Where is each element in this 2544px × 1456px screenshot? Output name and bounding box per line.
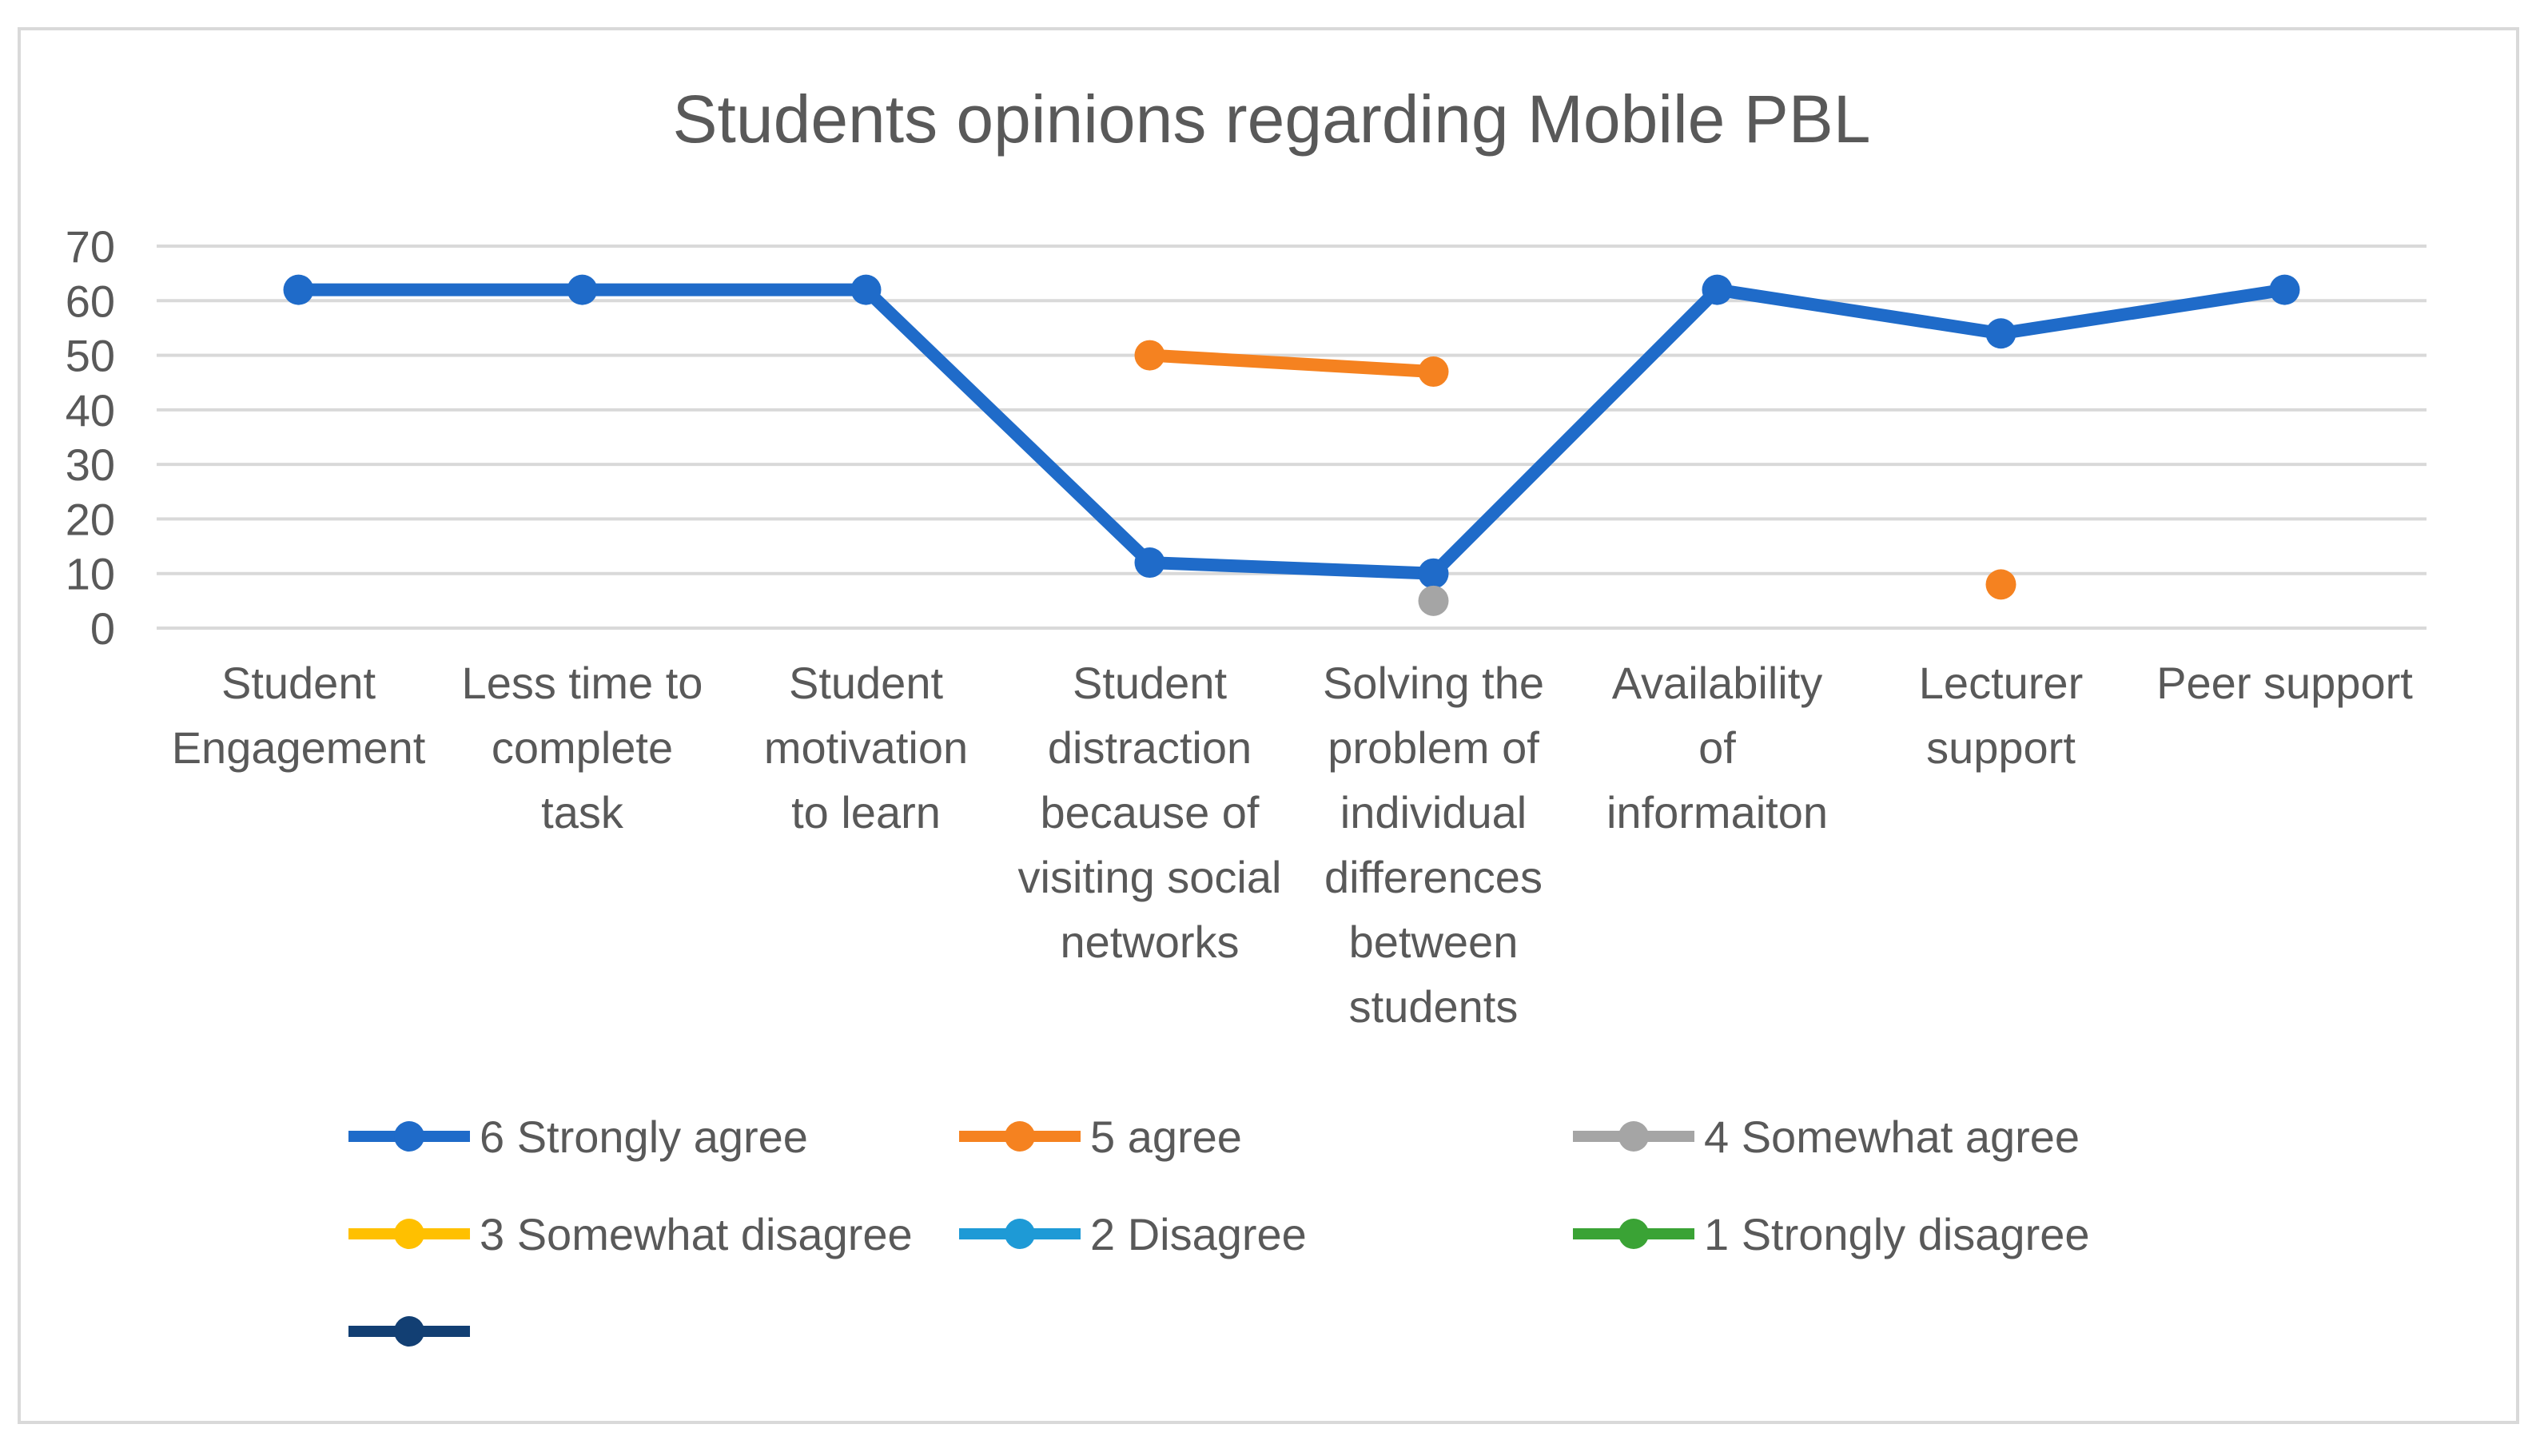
data-point — [1702, 274, 1733, 305]
x-axis-categories: Student Engagement Less time to complete tas… — [172, 658, 2414, 1032]
series-line-segment — [859, 283, 1157, 570]
x-category-label: Student motivation to learn — [764, 658, 968, 837]
data-point — [567, 274, 598, 305]
data-point — [1985, 318, 2016, 349]
gridlines — [157, 245, 2427, 630]
y-tick-label: 30 — [66, 440, 115, 490]
x-category-label-line: Peer support — [2156, 658, 2413, 708]
legend-label: 6 Strongly agree — [480, 1112, 808, 1162]
x-category-label: Less time to complete task — [462, 658, 703, 837]
y-tick-label: 60 — [66, 276, 115, 326]
data-point — [850, 274, 882, 305]
y-tick-label: 10 — [66, 549, 115, 599]
y-tick-label: 50 — [66, 331, 115, 381]
data-point — [2269, 274, 2300, 305]
x-category-label-line: Student — [1073, 658, 1227, 708]
data-point — [1418, 585, 1449, 616]
legend-item: 6 Strongly agree — [348, 1112, 808, 1162]
x-category-label-line: problem of — [1328, 722, 1539, 773]
series-line-segment — [1427, 283, 1724, 580]
x-category-label-line: Availability — [1612, 658, 1823, 708]
x-category-label: Solving the problem of individual differenc… — [1323, 658, 1544, 1032]
series-line-segment — [1710, 283, 2008, 340]
legend-item: 3 Somewhat disagree — [348, 1209, 913, 1259]
x-category-label-line: distraction — [1048, 722, 1252, 773]
x-category-label: Lecturer support — [1919, 658, 2083, 773]
legend-marker — [394, 1316, 424, 1347]
data-point — [1134, 340, 1165, 371]
x-category-label-line: to learn — [791, 787, 941, 837]
legend-marker — [1618, 1121, 1649, 1152]
x-category-label-line: Student — [221, 658, 376, 708]
data-point — [1418, 356, 1449, 388]
x-category-label-line: because of — [1041, 787, 1260, 837]
legend-label: 4 Somewhat agree — [1704, 1112, 2080, 1162]
x-category-label-line: task — [541, 787, 624, 837]
chart-title: Students opinions regarding Mobile PBL — [673, 82, 1871, 157]
x-category-label: Student distraction because of visiting soc… — [1018, 658, 1282, 967]
x-category-label-line: complete — [492, 722, 673, 773]
chart-frame: Students opinions regarding Mobile PBL 0… — [18, 27, 2519, 1424]
legend-item: 5 agree — [959, 1112, 1242, 1162]
series-2 — [1134, 340, 2016, 600]
series-layer — [283, 274, 2300, 616]
y-tick-label: 70 — [66, 221, 115, 272]
x-category-label: Availability of informaiton — [1606, 658, 1828, 837]
legend-label: 3 Somewhat disagree — [480, 1209, 913, 1259]
series-3 — [1418, 585, 1449, 616]
series-line-segment — [1143, 556, 1440, 580]
x-category-label-line: visiting social — [1018, 852, 1282, 902]
legend-marker — [394, 1121, 424, 1152]
legend-marker — [1005, 1121, 1035, 1152]
x-category-label: Student Engagement — [172, 658, 426, 773]
legend-marker — [1005, 1219, 1035, 1249]
data-point — [283, 274, 314, 305]
x-category-label-line: support — [1926, 722, 2076, 773]
x-category-label-line: students — [1349, 981, 1519, 1032]
legend-label: 2 Disagree — [1090, 1209, 1307, 1259]
series-line-segment — [1143, 348, 1440, 379]
series-1 — [283, 274, 2300, 589]
x-category-label-line: of — [1698, 722, 1736, 773]
x-category-label-line: Lecturer — [1919, 658, 2083, 708]
data-point — [1134, 547, 1165, 579]
x-category-label-line: between — [1349, 917, 1519, 967]
x-category-label: Peer support — [2156, 658, 2413, 708]
y-tick-label: 0 — [90, 603, 115, 654]
x-category-label-line: Student — [789, 658, 943, 708]
x-category-label-line: informaiton — [1606, 787, 1828, 837]
x-category-label-line: Engagement — [172, 722, 426, 773]
x-category-label-line: Solving the — [1323, 658, 1544, 708]
y-tick-label: 20 — [66, 494, 115, 544]
x-category-label-line: Less time to — [462, 658, 703, 708]
x-category-label-line: networks — [1060, 917, 1239, 967]
data-point — [1418, 558, 1449, 589]
legend-marker — [394, 1219, 424, 1249]
data-point — [1985, 569, 2016, 600]
y-tick-label: 40 — [66, 385, 115, 436]
legend-marker — [1618, 1219, 1649, 1249]
x-category-label-line: motivation — [764, 722, 968, 773]
line-chart: Students opinions regarding Mobile PBL 0… — [66, 82, 2427, 1347]
legend-label: 5 agree — [1090, 1112, 1242, 1162]
legend-item: 2 Disagree — [959, 1209, 1307, 1259]
legend-label: 1 Strongly disagree — [1704, 1209, 2090, 1259]
legend: 6 Strongly agree 5 agree 4 Somewhat agree 3… — [348, 1112, 2090, 1347]
legend-item: 4 Somewhat agree — [1573, 1112, 2080, 1162]
x-category-label-line: differences — [1324, 852, 1543, 902]
legend-item — [348, 1316, 470, 1347]
series-line-segment — [1994, 283, 2291, 340]
x-category-label-line: individual — [1340, 787, 1527, 837]
legend-item: 1 Strongly disagree — [1573, 1209, 2090, 1259]
